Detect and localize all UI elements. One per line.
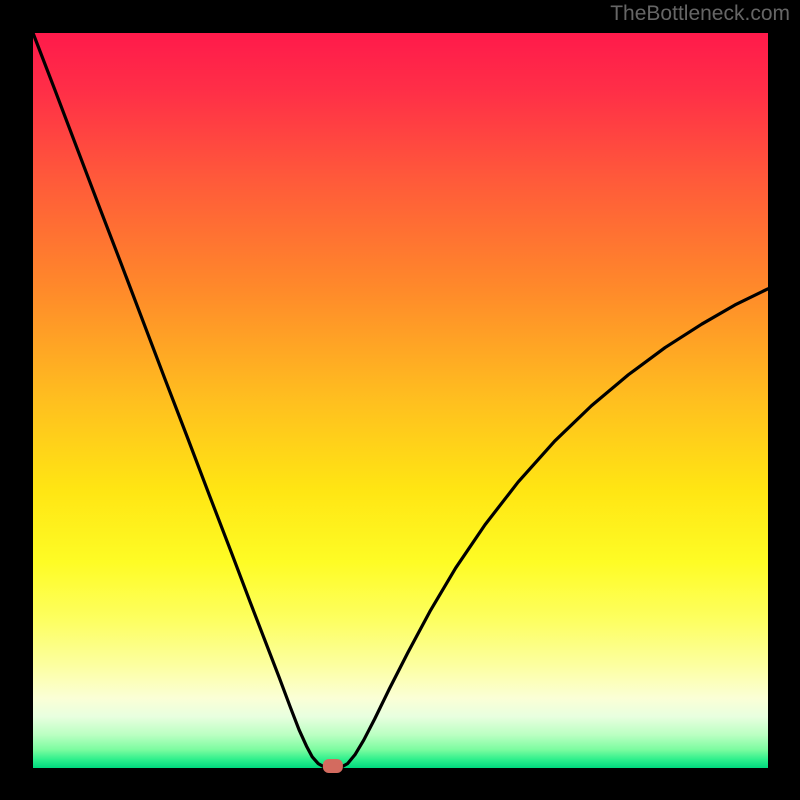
plot-background — [33, 33, 768, 768]
optimum-marker — [323, 759, 343, 773]
bottleneck-chart — [0, 0, 800, 800]
watermark-label: TheBottleneck.com — [610, 2, 790, 26]
chart-container: TheBottleneck.com — [0, 0, 800, 800]
